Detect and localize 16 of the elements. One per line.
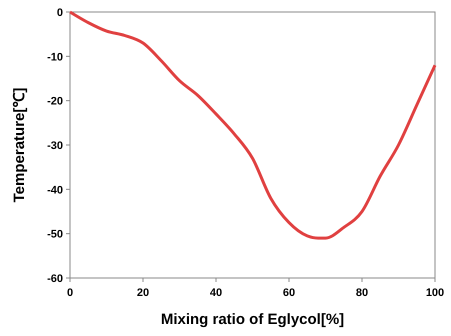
x-axis-title: Mixing ratio of Eglycol[%] xyxy=(160,311,344,328)
y-tick-label: -10 xyxy=(47,51,63,64)
y-axis-title: Temperature[℃] xyxy=(11,88,28,202)
y-tick-label: -30 xyxy=(47,140,63,152)
x-tick-label: 0 xyxy=(66,287,74,299)
y-tick-label: -20 xyxy=(47,96,63,108)
x-tick-label: 20 xyxy=(136,287,150,299)
y-tick-label: -60 xyxy=(47,273,63,285)
y-tick-label: -50 xyxy=(47,228,63,241)
y-tick-label: -40 xyxy=(47,184,63,196)
x-tick-label: 40 xyxy=(210,287,222,299)
x-tick-label: 60 xyxy=(282,287,296,299)
x-tick-label: 100 xyxy=(426,287,444,299)
x-tick-label: 80 xyxy=(356,287,368,299)
line-series xyxy=(68,10,436,240)
y-tick-label: 0 xyxy=(56,7,63,19)
